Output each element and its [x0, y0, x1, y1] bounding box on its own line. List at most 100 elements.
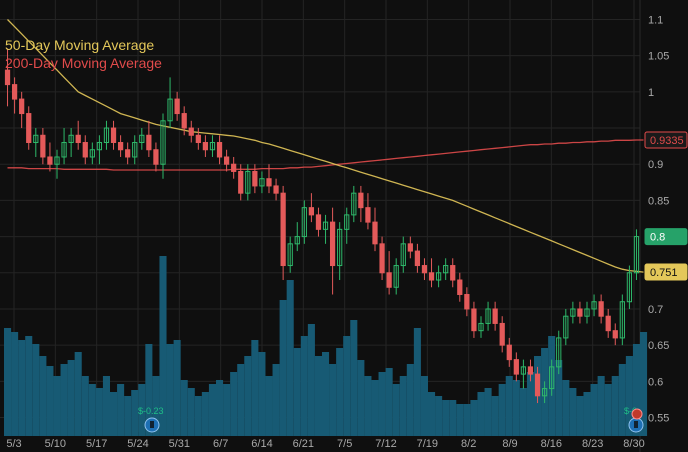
volume-bar	[477, 392, 485, 436]
x-tick-label: 6/21	[293, 438, 314, 450]
candle-body	[513, 359, 519, 375]
candle-body	[4, 69, 11, 86]
candle-body	[315, 214, 322, 230]
volume-bar	[604, 384, 612, 436]
legend-entry: 50-Day Moving Average	[5, 37, 154, 53]
candle-body	[153, 149, 159, 165]
candle-body	[435, 272, 442, 281]
y-tick-label: 0.9	[648, 159, 663, 171]
candle-body	[549, 366, 555, 390]
candle-body	[139, 134, 145, 144]
candle-body	[464, 293, 470, 310]
candle-body	[626, 272, 633, 303]
volume-bar	[640, 332, 648, 436]
volume-bar	[350, 320, 358, 436]
candle-body	[619, 301, 625, 339]
y-tick-label: 1	[648, 87, 654, 99]
legend: 50-Day Moving Average 200-Day Moving Aver…	[5, 37, 162, 71]
volume-bar	[152, 376, 160, 436]
candle-body	[19, 98, 25, 115]
volume-bar	[138, 384, 146, 436]
event-label: $-0.	[624, 406, 640, 416]
candle-body	[132, 142, 138, 158]
candle-body	[82, 142, 88, 158]
candle-body	[68, 134, 74, 144]
volume-bar	[39, 356, 47, 436]
candle-body	[443, 265, 449, 274]
volume-bar	[385, 368, 393, 436]
event-label: $-0.23	[138, 406, 164, 416]
volume-bar	[314, 356, 322, 436]
axis-labels: 0.55 0.6 0.65 0.7 0.85 0.9 1 1.05 1.1 5/3 5/10 5/17…	[6, 14, 669, 450]
alert-marker-icon[interactable]	[631, 408, 643, 420]
volume-bar	[11, 332, 19, 436]
volume-bar	[216, 380, 224, 436]
volume-bar	[632, 344, 640, 436]
candle-body	[337, 228, 343, 267]
candle-body	[541, 388, 548, 397]
candle-body	[174, 98, 180, 115]
event-markers: $-0.23 $-0.	[138, 406, 644, 433]
candle-body	[492, 308, 498, 324]
candle-body	[393, 265, 399, 288]
candle-body	[633, 236, 640, 274]
candle-body	[499, 322, 505, 346]
candle-body	[400, 243, 406, 267]
y-tick-label: 1.1	[648, 14, 663, 26]
volume-bar	[95, 388, 103, 436]
volume-bar	[88, 384, 96, 436]
price-badge	[644, 263, 688, 281]
candle-body	[485, 308, 491, 324]
volume-bar	[272, 364, 280, 436]
candle-body	[534, 373, 541, 397]
candle-body	[358, 192, 364, 209]
candle-body	[577, 308, 583, 317]
volume-bar	[166, 344, 174, 436]
volume-bar	[611, 376, 619, 436]
volume-bar	[237, 364, 245, 436]
volume-bar	[180, 380, 188, 436]
candle-body	[11, 84, 18, 100]
candle-body	[301, 207, 307, 238]
candle-body	[117, 142, 124, 151]
x-tick-label: 7/5	[337, 438, 352, 450]
x-tick-label: 8/30	[623, 438, 644, 450]
ma-200-line	[7, 139, 644, 171]
x-tick-label: 8/9	[502, 438, 517, 450]
candle-body	[308, 207, 315, 216]
volume-bar	[131, 390, 139, 436]
y-tick-label: 0.6	[648, 376, 663, 388]
volume-bar	[208, 384, 216, 436]
volume-bar	[307, 324, 315, 436]
volume-bar	[329, 364, 337, 436]
volume-bar	[378, 372, 386, 436]
candle-body	[96, 142, 103, 151]
candle-body	[372, 221, 378, 245]
candle-body	[428, 272, 435, 281]
volume-bar	[244, 356, 252, 436]
candle-body	[223, 156, 230, 165]
candle-body	[563, 315, 569, 339]
volume-bar	[145, 344, 153, 436]
candle-body	[605, 315, 611, 332]
x-tick-label: 8/2	[461, 438, 476, 450]
volume-bar	[569, 388, 577, 436]
volume-bar	[286, 280, 294, 436]
x-tick-label: 5/24	[127, 438, 148, 450]
volume-bar	[194, 396, 202, 436]
x-tick-label: 7/19	[417, 438, 438, 450]
volume-bar	[81, 376, 89, 436]
x-tick-label: 8/23	[582, 438, 603, 450]
candle-body	[612, 330, 618, 339]
candle-body	[365, 207, 371, 223]
candle-body	[273, 185, 279, 194]
candle-body	[294, 236, 300, 245]
volume-bar	[293, 348, 301, 436]
candle-body	[167, 98, 173, 122]
candle-body	[280, 192, 286, 267]
candle-body	[61, 142, 67, 158]
candle-body	[379, 243, 385, 274]
y-tick-label: 0.65	[648, 340, 669, 352]
candle-body	[322, 221, 329, 230]
